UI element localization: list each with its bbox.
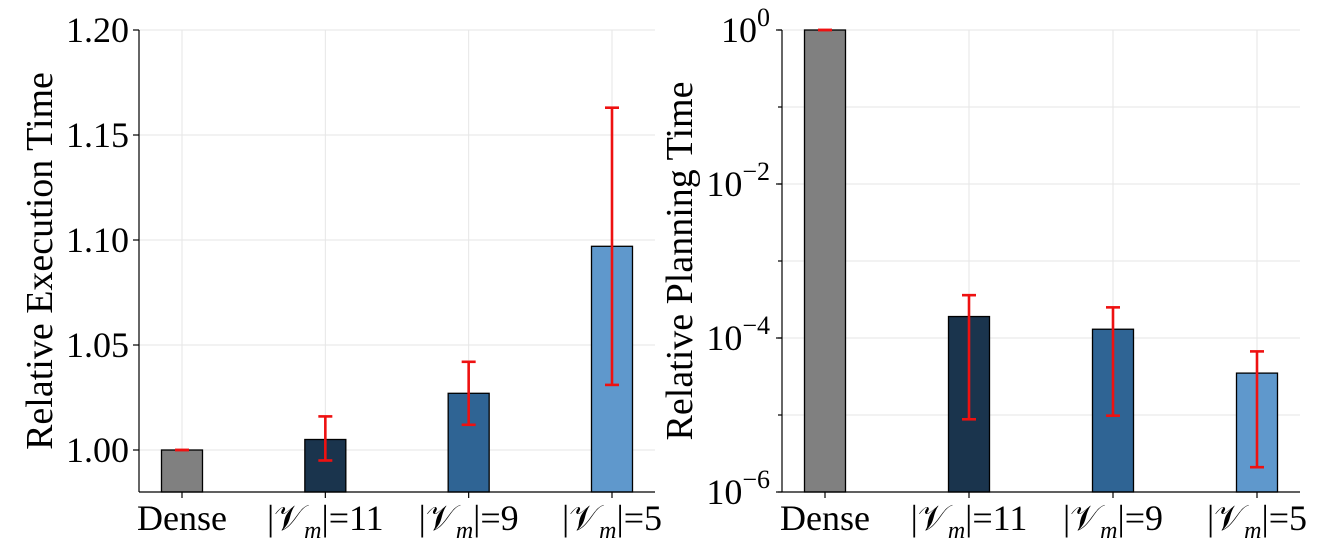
y-tick-label: 1.10 <box>66 220 129 260</box>
y-tick-label: 1.05 <box>66 325 129 365</box>
x-tick-label-prefix: |𝒱 <box>1207 498 1249 538</box>
y-tick-label: 1.15 <box>66 115 129 155</box>
x-tick-label-subscript: m <box>304 518 321 544</box>
y-tick-label: 10−2 <box>706 157 770 204</box>
x-tick-label: |𝒱m|=11 <box>267 498 384 544</box>
y-tick-label-exponent: −2 <box>742 157 770 186</box>
x-tick-label-suffix: |=11 <box>965 498 1027 538</box>
bar <box>803 29 847 493</box>
x-tick-label: |𝒱m|=5 <box>1207 498 1307 544</box>
x-tick-label-subscript: m <box>1244 518 1261 544</box>
y-tick-label-base: 10 <box>706 472 742 512</box>
x-tick-label-suffix: |=9 <box>1118 498 1164 538</box>
grid <box>139 29 655 492</box>
y-tick-label-base: 10 <box>706 318 742 358</box>
x-ticks: Dense |𝒱m|=11 |𝒱m|=9 |𝒱m|=5 <box>780 492 1307 544</box>
x-ticks: Dense |𝒱m|=11 |𝒱m|=9 |𝒱m|=5 <box>137 492 662 544</box>
x-tick-label-prefix: |𝒱 <box>419 498 461 538</box>
x-tick-label-subscript: m <box>1100 518 1117 544</box>
x-tick-label: Dense <box>137 498 227 538</box>
y-ticks: 1.00 1.05 1.10 1.15 1.20 <box>66 10 139 470</box>
x-tick-label-prefix: |𝒱 <box>267 498 309 538</box>
y-tick-label: 100 <box>721 3 770 50</box>
bars <box>803 29 1279 493</box>
grid <box>782 29 1300 493</box>
x-tick-label: |𝒱m|=5 <box>562 498 662 544</box>
y-tick-label-exponent: 0 <box>757 3 770 32</box>
x-tick-label-prefix: |𝒱 <box>1063 498 1105 538</box>
y-tick-label: 1.20 <box>66 10 129 50</box>
bar <box>160 449 204 493</box>
error-bar <box>1250 350 1264 469</box>
y-axis-title: Relative Execution Time <box>19 72 61 450</box>
error-bar <box>605 106 619 387</box>
error-bars <box>175 106 619 462</box>
x-tick-label: |𝒱m|=11 <box>911 498 1028 544</box>
x-tick-label: |𝒱m|=9 <box>1063 498 1163 544</box>
x-tick-label: |𝒱m|=9 <box>419 498 519 544</box>
y-tick-label-base: 10 <box>721 10 757 50</box>
y-tick-label-exponent: −6 <box>742 465 770 494</box>
x-tick-label-suffix: |=9 <box>473 498 519 538</box>
y-tick-label: 10−4 <box>706 311 770 358</box>
x-tick-label-suffix: |=11 <box>322 498 384 538</box>
x-tick-label-prefix: |𝒱 <box>911 498 953 538</box>
error-bar <box>1106 306 1120 417</box>
bars <box>160 245 634 493</box>
x-tick-label-suffix: |=5 <box>617 498 663 538</box>
x-tick-label-subscript: m <box>456 518 473 544</box>
error-bars <box>818 28 1264 469</box>
y-tick-label: 1.00 <box>66 430 129 470</box>
x-tick-label: Dense <box>780 498 870 538</box>
x-tick-label-prefix: |𝒱 <box>562 498 604 538</box>
y-tick-label-base: 10 <box>706 164 742 204</box>
x-tick-label-subscript: m <box>599 518 616 544</box>
y-axis-title: Relative Planning Time <box>659 82 701 441</box>
error-bar <box>962 293 976 421</box>
error-bar <box>461 360 476 427</box>
y-tick-label: 10−6 <box>706 465 770 512</box>
error-bar <box>318 415 333 462</box>
x-tick-label-subscript: m <box>948 518 965 544</box>
y-tick-label-exponent: −4 <box>742 311 770 340</box>
x-tick-label-suffix: |=5 <box>1262 498 1308 538</box>
